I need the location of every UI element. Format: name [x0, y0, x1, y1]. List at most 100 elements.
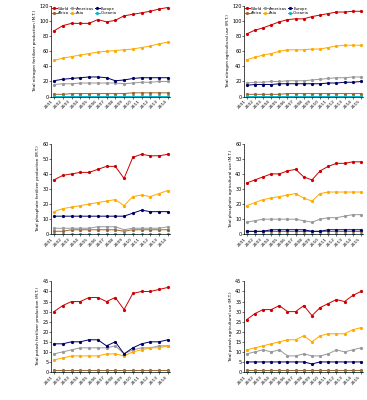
Africa	[285, 229, 290, 234]
Americas	[326, 76, 330, 81]
Americas	[69, 226, 74, 231]
Africa	[261, 92, 265, 97]
World	[302, 303, 306, 308]
Oceania	[326, 94, 330, 98]
World	[359, 289, 363, 294]
Americas	[269, 79, 273, 84]
Americas	[61, 81, 65, 86]
World	[310, 14, 314, 19]
Asia	[310, 199, 314, 204]
Asia	[104, 49, 109, 54]
Europe	[350, 80, 355, 85]
Americas	[302, 352, 306, 356]
Americas	[350, 74, 355, 79]
Oceania	[294, 369, 298, 374]
World	[69, 172, 74, 176]
World	[318, 305, 322, 310]
Europe	[294, 227, 298, 232]
Europe	[359, 79, 363, 84]
Americas	[302, 218, 306, 223]
Line: Asia: Asia	[246, 327, 362, 351]
Americas	[350, 212, 355, 217]
Europe	[302, 360, 306, 364]
Oceania	[52, 231, 56, 236]
Americas	[310, 78, 314, 82]
Oceania	[294, 94, 298, 98]
Line: Africa: Africa	[53, 229, 169, 232]
Asia	[342, 43, 347, 48]
Oceania	[95, 369, 100, 374]
Asia	[350, 190, 355, 194]
Africa	[302, 229, 306, 234]
World	[310, 313, 314, 318]
Europe	[131, 211, 135, 216]
Oceania	[326, 369, 330, 374]
Asia	[166, 188, 170, 193]
Oceania	[166, 369, 170, 374]
Africa	[277, 229, 281, 234]
World	[52, 28, 56, 33]
Asia	[318, 191, 322, 196]
Line: Oceania: Oceania	[53, 233, 169, 234]
World	[166, 5, 170, 10]
Oceania	[310, 231, 314, 236]
Americas	[310, 220, 314, 225]
Africa	[334, 229, 339, 234]
Asia	[334, 331, 339, 336]
Africa	[69, 227, 74, 232]
Oceania	[87, 231, 91, 236]
Oceania	[61, 231, 65, 236]
World	[244, 32, 249, 36]
Oceania	[131, 94, 135, 98]
Line: Africa: Africa	[246, 230, 362, 232]
Asia	[122, 354, 126, 358]
Europe	[87, 74, 91, 79]
Americas	[87, 226, 91, 231]
Asia	[318, 333, 322, 338]
Oceania	[139, 94, 144, 98]
Line: World: World	[246, 290, 362, 320]
Europe	[326, 227, 330, 232]
Asia	[359, 325, 363, 330]
World	[294, 309, 298, 314]
Africa	[269, 92, 273, 97]
Oceania	[318, 231, 322, 236]
Europe	[166, 337, 170, 342]
Americas	[157, 226, 161, 231]
Europe	[166, 75, 170, 80]
Africa	[244, 368, 249, 372]
Oceania	[69, 369, 74, 374]
Europe	[294, 81, 298, 86]
World	[244, 180, 249, 185]
Americas	[104, 346, 109, 350]
Africa	[252, 92, 257, 97]
World	[302, 174, 306, 179]
Americas	[52, 226, 56, 231]
Asia	[157, 41, 161, 46]
Africa	[326, 91, 330, 96]
World	[139, 10, 144, 15]
World	[157, 287, 161, 292]
Africa	[310, 368, 314, 372]
Africa	[157, 227, 161, 232]
Africa	[244, 92, 249, 97]
World	[318, 168, 322, 173]
Europe	[113, 214, 117, 218]
Line: Europe: Europe	[246, 361, 362, 365]
Americas	[139, 80, 144, 85]
Line: World: World	[246, 161, 362, 184]
Asia	[113, 352, 117, 356]
Europe	[261, 360, 265, 364]
Europe	[326, 81, 330, 86]
Oceania	[302, 369, 306, 374]
Europe	[252, 229, 257, 234]
Americas	[148, 80, 153, 85]
Africa	[122, 91, 126, 96]
Y-axis label: Total nitrogen fertilizer production (M.T.): Total nitrogen fertilizer production (M.…	[33, 10, 37, 92]
Oceania	[285, 94, 290, 98]
Europe	[122, 214, 126, 218]
Africa	[95, 91, 100, 96]
World	[52, 178, 56, 182]
Line: Americas: Americas	[53, 80, 169, 86]
World	[326, 11, 330, 16]
